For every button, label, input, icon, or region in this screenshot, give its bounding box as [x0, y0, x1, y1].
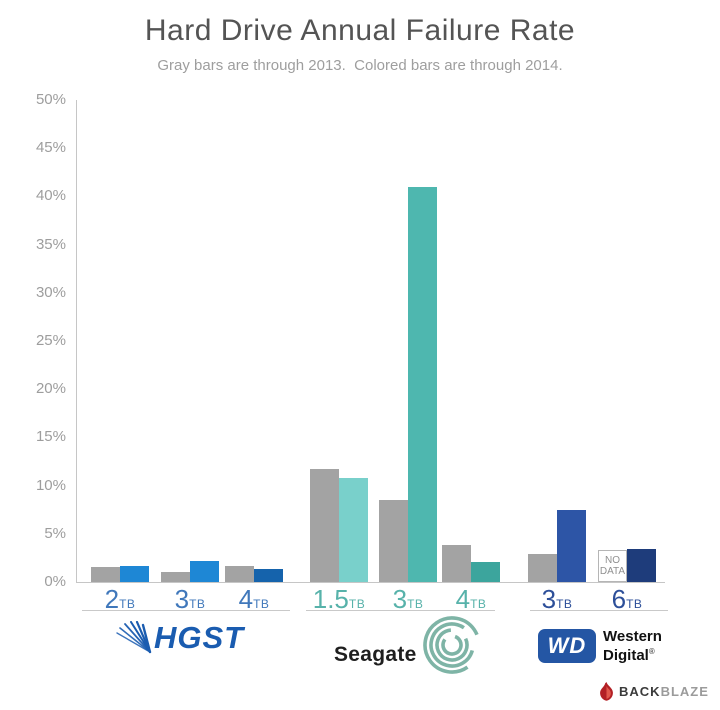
seagate-spiral-icon [422, 616, 481, 674]
capacity-label-hgst-3tb: 3TB [174, 584, 206, 614]
capacity-label-seagate-3tb: 3TB [392, 584, 424, 614]
seagate-logo: Seagate [334, 612, 485, 678]
capacity-label-seagate-1.5tb: 1.5TB [312, 584, 366, 614]
x-axis-baseline [76, 582, 665, 583]
wd-name-line2: Digital® [603, 647, 655, 664]
wd-registered-mark: ® [648, 647, 655, 656]
bar-hgst-3tb-2013 [161, 572, 190, 582]
bar-hgst-4tb-2014 [254, 569, 283, 582]
bar-hgst-3tb-2014 [190, 561, 219, 582]
y-tick-label-5: 5% [44, 524, 66, 542]
capacity-label-western-digital-3tb: 3TB [541, 584, 573, 614]
group-underline-western-digital [530, 610, 668, 611]
wd-name: Western Digital® [603, 629, 662, 663]
y-tick-label-20: 20% [35, 380, 66, 398]
y-axis-line [76, 100, 77, 582]
bar-hgst-4tb-2013 [225, 566, 254, 582]
wd-name-line1: Western [603, 628, 662, 645]
bar-seagate-1.5tb-2014 [339, 478, 368, 582]
bar-western-digital-6tb-2014 [627, 549, 656, 582]
chart-title: Hard Drive Annual Failure Rate [144, 14, 576, 47]
no-data-box-western-digital-6tb: NO DATA [598, 550, 627, 582]
y-tick-label-25: 25% [35, 332, 66, 349]
seagate-logo-text: Seagate [334, 643, 417, 666]
bar-seagate-4tb-2014 [471, 562, 500, 582]
hgst-wing-icon [116, 621, 152, 654]
wd-badge-text: WD [547, 633, 587, 658]
bar-seagate-1.5tb-2013 [310, 469, 339, 582]
capacity-label-hgst-4tb: 4TB [238, 584, 270, 614]
y-tick-label-35: 35% [35, 235, 66, 253]
group-underline-seagate [306, 610, 495, 611]
capacity-label-hgst-2tb: 2TB [104, 584, 136, 614]
group-underline-hgst [82, 610, 290, 611]
bar-hgst-2tb-2013 [91, 567, 120, 582]
y-tick-label-10: 10% [35, 476, 66, 494]
backblaze-logo-text: BACKBLAZE [619, 684, 709, 699]
y-tick-label-40: 40% [35, 187, 66, 205]
bar-seagate-3tb-2014 [408, 187, 437, 582]
backblaze-logo: BACKBLAZE [599, 682, 709, 701]
y-tick-label-30: 30% [35, 283, 66, 301]
wd-badge-icon: WD [538, 629, 596, 663]
western-digital-logo: WD Western Digital® [538, 629, 662, 663]
bar-seagate-3tb-2013 [379, 500, 408, 582]
bar-western-digital-3tb-2014 [557, 510, 586, 582]
y-tick-label-15: 15% [35, 428, 66, 446]
y-tick-label-45: 45% [35, 139, 66, 157]
chart-subtitle: Gray bars are through 2013. Colored bars… [157, 57, 563, 74]
y-tick-label-50: 50% [35, 91, 66, 108]
capacity-label-seagate-4tb: 4TB [455, 584, 487, 614]
bar-western-digital-3tb-2013 [528, 554, 557, 582]
hgst-logo-text: HGST [154, 620, 245, 655]
hgst-logo: HGST [116, 621, 244, 655]
capacity-label-western-digital-6tb: 6TB [611, 584, 643, 614]
y-tick-label-0: 0% [44, 573, 66, 590]
bar-hgst-2tb-2014 [120, 566, 149, 582]
backblaze-flame-icon [600, 682, 613, 701]
bar-seagate-4tb-2013 [442, 545, 471, 582]
